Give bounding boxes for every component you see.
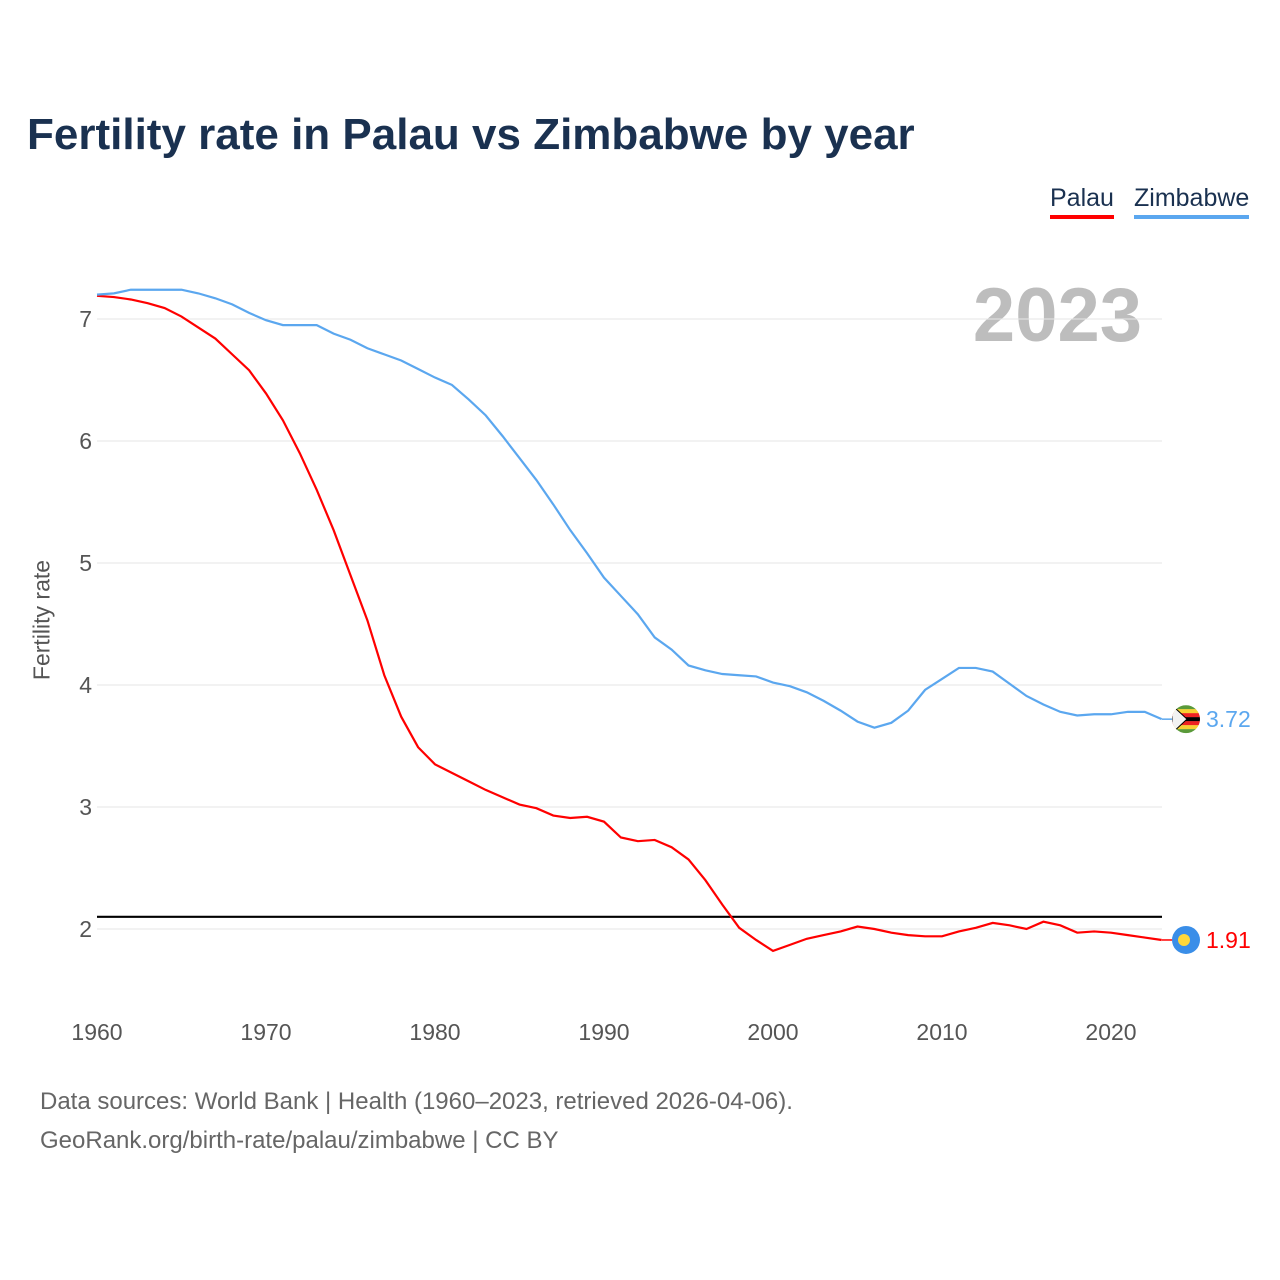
palau-flag-moon [1178,933,1190,946]
y-tick-label: 6 [79,428,92,454]
x-tick-label: 2000 [747,1019,798,1045]
x-tick-label: 2020 [1085,1019,1136,1045]
y-tick-label: 4 [79,672,92,698]
legend-palau[interactable]: Palau [1050,184,1114,219]
source-text: Data sources: World Bank | Health (1960–… [40,1088,793,1115]
source-url[interactable]: GeoRank.org/birth-rate/palau/zimbabwe | … [40,1127,559,1154]
x-tick-label: 1960 [71,1019,122,1045]
x-tick-label: 1990 [578,1019,629,1045]
y-tick-label: 2 [79,916,92,942]
x-tick-label: 1980 [409,1019,460,1045]
y-tick-label: 5 [79,550,92,576]
legend-zimbabwe[interactable]: Zimbabwe [1134,184,1250,219]
x-tick-label: 2010 [916,1019,967,1045]
chart-title: Fertility rate in Palau vs Zimbabwe by y… [27,110,915,159]
series-line-palau [96,294,1162,953]
end-value-label: 3.72 [1206,706,1251,732]
end-value-label: 1.91 [1206,927,1251,953]
y-tick-label: 3 [79,794,92,820]
y-tick-label: 7 [79,306,92,332]
zimbabwe-flag-icon [1172,705,1200,734]
series-line-zimbabwe [96,288,1163,729]
year-label: 2023 [972,273,1142,358]
x-tick-label: 1970 [240,1019,291,1045]
